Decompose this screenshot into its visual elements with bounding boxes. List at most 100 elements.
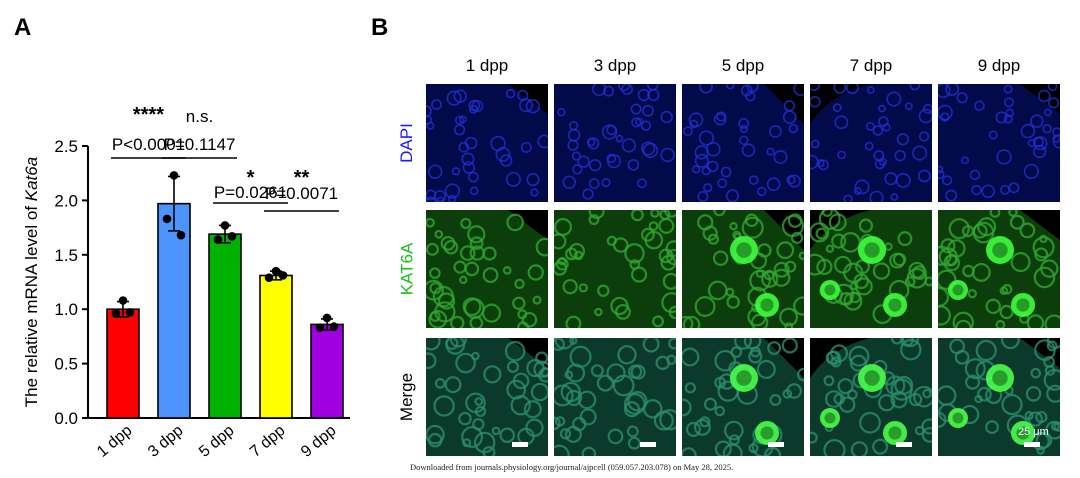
- cell: [1001, 393, 1023, 416]
- cell: [642, 104, 654, 117]
- cell: [462, 161, 476, 174]
- significance-stars: **: [294, 167, 310, 189]
- cell: [1030, 367, 1042, 379]
- y-tick-label: 2.0: [54, 191, 78, 210]
- cell: [682, 447, 697, 456]
- cell: [468, 104, 479, 114]
- significance-stars: ****: [133, 104, 164, 126]
- cell: [999, 304, 1014, 320]
- cell: [894, 375, 914, 395]
- y-tick-label: 1.5: [54, 246, 78, 265]
- cell: [483, 365, 502, 384]
- cell: [454, 115, 464, 125]
- cell: [810, 431, 818, 444]
- column-label: 3 dpp: [593, 56, 637, 75]
- cell: [847, 389, 858, 400]
- cell: [832, 103, 842, 113]
- cell: [940, 112, 950, 122]
- cell: [720, 166, 732, 178]
- cell: [662, 272, 676, 290]
- cell: [694, 296, 716, 317]
- cell: [512, 296, 526, 311]
- cell: [938, 245, 952, 266]
- y-tick-label: 0.5: [54, 355, 78, 374]
- micrograph-merge-2: [554, 338, 676, 456]
- cell: [873, 150, 885, 162]
- cell: [975, 339, 997, 362]
- cell: [965, 374, 981, 390]
- cell: [565, 389, 583, 407]
- cell: [810, 95, 821, 108]
- micrograph-dapi-4: [810, 84, 932, 202]
- cell: [694, 153, 709, 168]
- cell: [592, 84, 607, 97]
- cell: [601, 124, 618, 140]
- cell: [446, 90, 462, 106]
- cell: [781, 338, 798, 354]
- cell: [627, 436, 641, 450]
- cell: [816, 159, 825, 168]
- cell: [956, 92, 968, 104]
- cell: [918, 108, 932, 124]
- cell: [741, 216, 764, 239]
- cell: [740, 84, 753, 97]
- data-point: [227, 232, 237, 241]
- tissue-background: [554, 338, 676, 456]
- cell: [571, 151, 582, 161]
- cell: [938, 247, 958, 267]
- cell: [788, 123, 799, 134]
- oocyte-nucleus: [888, 298, 902, 312]
- data-point: [220, 221, 230, 230]
- cell: [554, 384, 574, 407]
- cell: [763, 269, 775, 281]
- cell: [627, 159, 640, 171]
- cell: [985, 298, 1001, 315]
- data-point: [278, 271, 288, 280]
- cell: [577, 390, 597, 410]
- cell: [1001, 338, 1020, 350]
- cell: [938, 169, 945, 179]
- cell: [653, 410, 674, 431]
- cell: [682, 347, 700, 367]
- tissue-background: [554, 84, 676, 202]
- cell: [949, 338, 966, 355]
- data-point: [176, 230, 186, 240]
- cell: [872, 262, 891, 280]
- cell: [644, 230, 664, 250]
- cell: [1048, 97, 1060, 109]
- cell: [1043, 369, 1060, 391]
- cell: [525, 418, 544, 437]
- cell: [977, 217, 997, 237]
- cell: [786, 175, 796, 185]
- cell: [554, 416, 561, 431]
- cell: [473, 431, 496, 454]
- cell: [921, 418, 932, 435]
- row-label-merge: Merge: [397, 372, 417, 422]
- cell: [878, 394, 896, 412]
- cell: [504, 340, 526, 362]
- cell: [445, 338, 459, 350]
- bar-3: [208, 233, 242, 419]
- micrograph-dapi-3: [682, 84, 804, 202]
- data-point: [213, 235, 223, 244]
- cell: [629, 259, 641, 270]
- cell: [989, 210, 1001, 218]
- cell: [977, 386, 992, 402]
- cell: [922, 103, 932, 114]
- cell: [626, 425, 639, 438]
- cell: [652, 315, 664, 328]
- cell: [482, 267, 499, 284]
- cell: [594, 307, 603, 317]
- cell: [567, 128, 581, 142]
- oocyte-nucleus: [824, 284, 836, 296]
- row-label-dapi: DAPI: [396, 123, 416, 163]
- cell: [1010, 252, 1031, 273]
- cell: [1008, 182, 1020, 194]
- cell: [779, 307, 799, 327]
- cell: [889, 252, 906, 269]
- cell: [942, 175, 953, 186]
- data-point: [125, 308, 135, 317]
- cell: [750, 313, 769, 328]
- cell: [648, 221, 659, 232]
- background-corner: [764, 338, 804, 378]
